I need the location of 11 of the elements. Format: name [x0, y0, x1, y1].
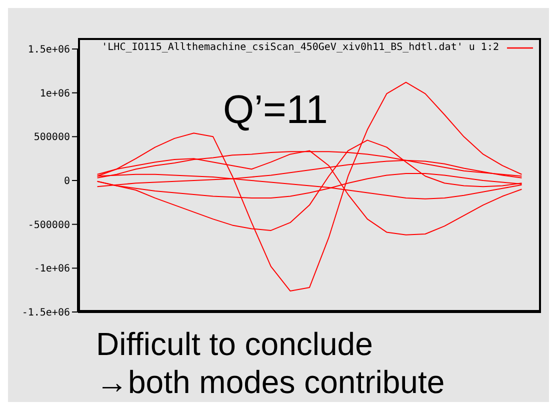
text: Difficult to conclude	[96, 326, 373, 363]
annotation: Q’=11	[223, 88, 328, 133]
y-tick-label: -1e+06	[34, 264, 70, 275]
y-tick-label: -500000	[28, 220, 70, 231]
y-tick-label: 1e+06	[40, 88, 70, 100]
y-tick-label: 500000	[34, 132, 70, 144]
y-tick-label: 1.5e+06	[28, 44, 70, 56]
text: →both modes contribute	[96, 364, 445, 401]
y-tick-label: -1.5e+06	[22, 308, 70, 319]
y-tick-label: 0	[64, 176, 70, 188]
legend-label: 'LHC_IO115_Allthemachine_csiScan_450GeV_xiv0h11_BS_hdtl.dat' u 1:2	[102, 42, 499, 53]
